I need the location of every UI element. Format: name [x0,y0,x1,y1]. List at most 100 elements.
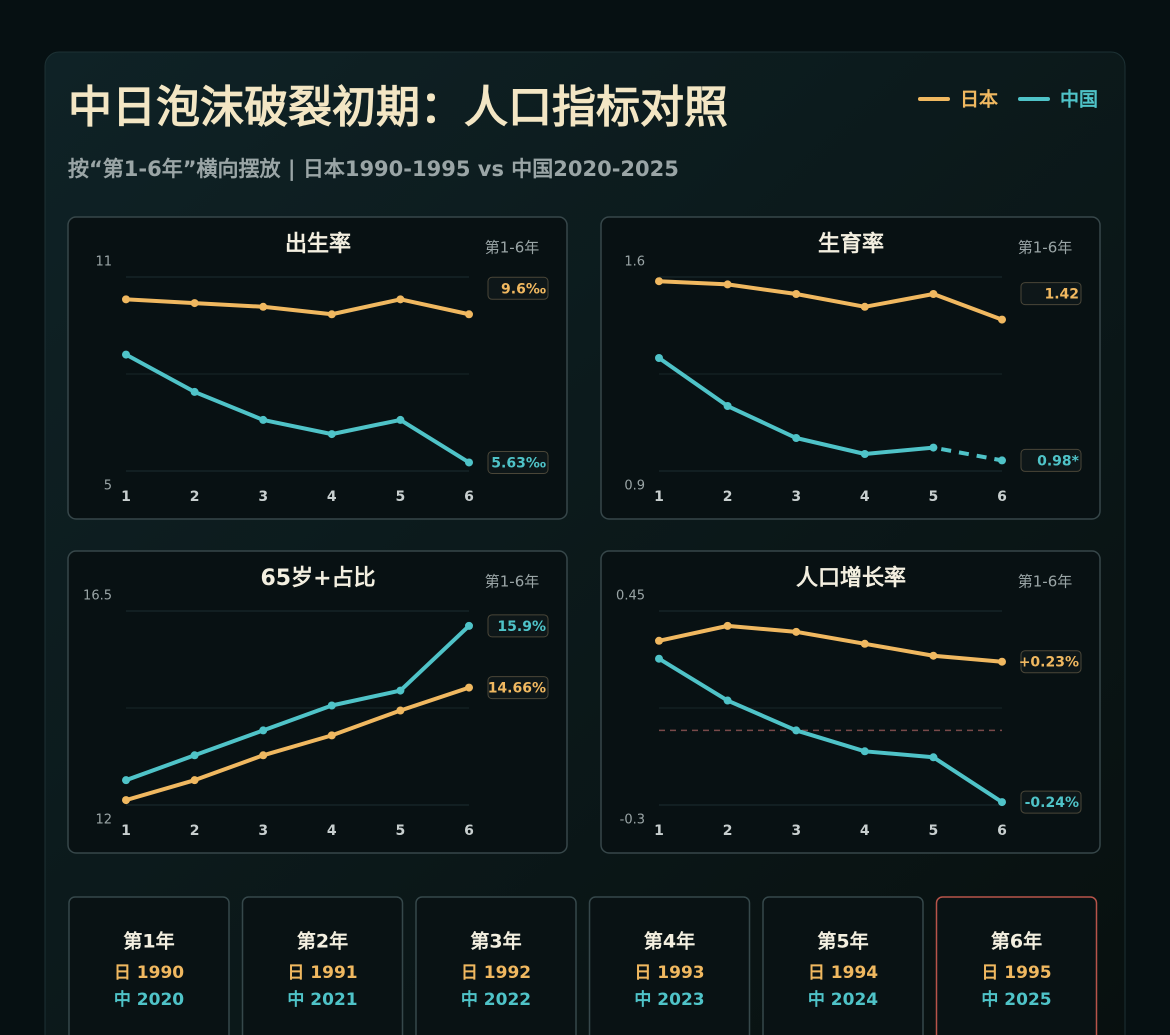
x-tick-label: 3 [258,489,268,505]
data-point [465,683,473,692]
data-point [998,456,1006,465]
data-point [929,753,938,762]
card-title: 第1年 [123,930,174,953]
series-line [124,623,471,783]
x-tick-label: 6 [464,489,474,505]
year-card [762,896,924,1035]
year-card [935,896,1098,1035]
series-line [657,623,1004,664]
year-card [415,896,577,1035]
chart-note: 第1-6年 [1018,239,1073,257]
series-line [124,685,471,803]
x-tick-label: 6 [997,823,1007,839]
x-tick-label: 3 [791,823,801,839]
value-label-box [1020,790,1082,814]
chart-note: 第1-6年 [1018,573,1073,591]
y-tick-label: 11 [95,255,112,270]
y-tick-label: 16.5 [83,589,112,604]
data-point [327,430,336,439]
card-japan: 日 1994 [808,963,878,983]
data-point [122,796,130,805]
data-point [259,726,268,735]
x-tick-label: 5 [929,823,939,839]
card-title: 第2年 [297,930,348,953]
data-point [655,277,663,286]
value-label: 5.63‰ [491,455,546,471]
chart-panel [67,216,568,520]
year-card [68,896,230,1035]
x-tick-label: 1 [121,823,131,839]
data-point [190,299,199,308]
data-point [190,387,199,396]
data-point [122,776,130,785]
chart-title: 65岁+占比 [260,565,375,591]
data-point [327,731,336,740]
chart-title: 出生率 [285,231,351,257]
value-label-box [487,450,549,474]
y-tick-label: 0.9 [624,479,645,494]
series-line [124,352,471,465]
series-line [657,279,1004,322]
value-label-box [1020,650,1082,674]
data-point [259,415,268,424]
x-tick-label: 2 [723,489,733,505]
data-point [998,657,1006,666]
data-point [396,686,405,695]
data-point [860,450,869,458]
x-tick-label: 5 [929,489,939,505]
x-tick-label: 1 [654,823,664,839]
value-label: 0.98* [1037,453,1080,469]
card-japan: 日 1995 [981,963,1051,983]
x-tick-label: 1 [654,489,664,505]
card-title: 第6年 [991,930,1042,953]
data-point [190,776,199,785]
value-label: 15.9% [497,619,546,635]
x-tick-label: 4 [860,489,870,505]
y-tick-label: 0.45 [616,589,645,604]
data-point [860,302,869,311]
chart-panel [600,216,1101,520]
data-point [723,696,732,705]
data-point [655,636,663,645]
data-point [122,350,130,359]
data-point [465,621,473,630]
card-japan: 日 1990 [114,963,184,983]
value-label: 1.42 [1044,287,1079,303]
y-tick-label: -0.3 [620,813,645,828]
chart-title: 人口增长率 [796,565,906,591]
series-line [124,297,471,317]
x-tick-label: 4 [327,489,337,505]
value-label: 14.66% [488,681,546,697]
x-tick-label: 5 [396,489,406,505]
card-title: 第3年 [470,930,521,953]
card-japan: 日 1993 [634,963,704,983]
data-point [465,458,473,467]
card-china: 中 2024 [808,989,878,1010]
data-point [655,654,663,663]
value-label: -0.24% [1025,795,1079,811]
chart-note: 第1-6年 [485,239,540,257]
year-card [241,896,404,1035]
data-point [929,443,938,452]
card-china: 中 2021 [287,989,357,1010]
x-tick-label: 5 [396,823,406,839]
data-point [190,751,199,760]
legend-label: 日本 [960,88,998,111]
y-tick-label: 5 [104,479,112,494]
data-point [792,627,801,636]
data-point [723,621,732,630]
data-point [998,798,1006,807]
x-tick-label: 6 [464,823,474,839]
card-japan: 日 1992 [461,963,531,983]
card-title: 第4年 [644,930,695,953]
data-point [259,751,268,760]
card-japan: 日 1991 [287,963,357,983]
outer-panel [44,51,1126,1035]
data-point [860,747,869,756]
x-tick-label: 4 [860,823,870,839]
data-point [465,310,473,319]
data-point [655,354,663,362]
